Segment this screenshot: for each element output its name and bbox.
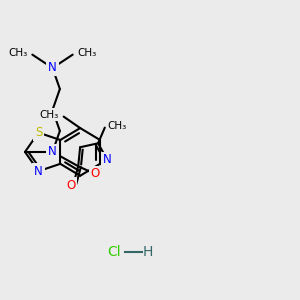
Text: CH₃: CH₃	[39, 110, 58, 120]
Text: N: N	[103, 153, 112, 166]
Text: N: N	[48, 146, 57, 158]
Text: O: O	[90, 167, 100, 181]
Text: Cl: Cl	[107, 245, 121, 259]
Text: O: O	[66, 179, 76, 192]
Text: CH₃: CH₃	[77, 48, 97, 58]
Text: CH₃: CH₃	[8, 48, 28, 58]
Text: CH₃: CH₃	[108, 121, 127, 131]
Text: H: H	[143, 245, 153, 259]
Text: S: S	[35, 126, 42, 139]
Text: N: N	[48, 61, 57, 74]
Text: N: N	[34, 165, 43, 178]
